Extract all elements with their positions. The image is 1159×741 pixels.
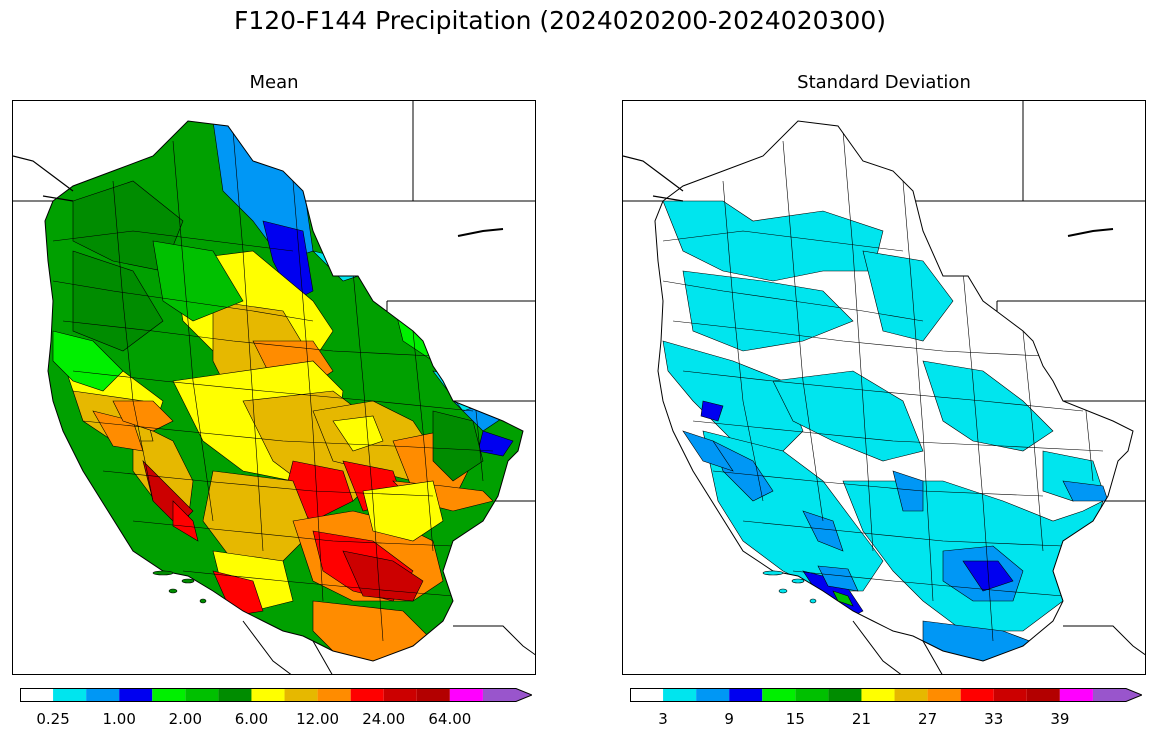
mean-colorbar-segment [185, 688, 219, 702]
mean-colorbar-tick-label: 6.00 [234, 710, 269, 728]
stddev-colorbar-segment [1092, 688, 1142, 702]
mean-colorbar-segment [119, 688, 153, 702]
mean-map-graphic [13, 101, 535, 674]
mean-panel: Mean [12, 72, 536, 675]
mean-colorbar-tick-label: 24.00 [362, 710, 406, 728]
stddev-colorbar-segment [993, 688, 1027, 702]
stddev-colorbar-segment [795, 688, 829, 702]
mean-colorbar-tick-label: 64.00 [428, 710, 472, 728]
mean-colorbar-segment [53, 688, 87, 702]
stddev-colorbar-tick-label: 3 [658, 710, 668, 728]
stddev-colorbar-tick-label: 33 [984, 710, 1004, 728]
stddev-colorbar-segment [927, 688, 961, 702]
mean-colorbar-tick-label: 2.00 [168, 710, 203, 728]
mean-colorbar-segment [218, 688, 252, 702]
stddev-colorbar-outline [630, 688, 1142, 702]
stddev-colorbar-segment [960, 688, 994, 702]
mean-colorbar-segment [86, 688, 120, 702]
figure-title: F120-F144 Precipitation (2024020200-2024… [233, 6, 886, 35]
mean-colorbar-segment [350, 688, 384, 702]
mean-colorbar-segment [482, 688, 532, 702]
stddev-colorbar-segment [828, 688, 862, 702]
mean-colorbar-segment [152, 688, 186, 702]
stddev-colorbar-segment [696, 688, 730, 702]
stddev-colorbar-segment [861, 688, 895, 702]
stddev-colorbar-tick-label: 39 [1050, 710, 1070, 728]
stddev-colorbar-segment [1059, 688, 1093, 702]
mean-colorbar-tick-label: 12.00 [296, 710, 340, 728]
mean-colorbar-segment [416, 688, 450, 702]
mean-panel-title: Mean [249, 72, 299, 93]
stddev-colorbar-segment [894, 688, 928, 702]
stddev-colorbar-segment [762, 688, 796, 702]
stddev-colorbar-ticks: 3 9 15 21 27 33 39 [630, 710, 1142, 730]
stddev-map-graphic [623, 101, 1145, 674]
stddev-colorbar-tick-label: 27 [918, 710, 938, 728]
mean-map [12, 100, 536, 675]
stddev-map [622, 100, 1146, 675]
stddev-colorbar-tick-label: 21 [851, 710, 871, 728]
stddev-colorbar-tick-label: 9 [724, 710, 734, 728]
mean-colorbar-tick-label: 0.25 [36, 710, 70, 728]
mean-colorbar-segment [251, 688, 285, 702]
mean-colorbar-tick-label: 1.00 [102, 710, 136, 728]
stddev-panel-title: Standard Deviation [797, 72, 971, 93]
stddev-colorbar-segment [630, 688, 664, 702]
mean-colorbar-segment [449, 688, 483, 702]
stddev-colorbar-segment [663, 688, 697, 702]
stddev-colorbar-tick-label: 15 [785, 710, 805, 728]
mean-colorbar-outline [20, 688, 532, 702]
mean-colorbar-segment [284, 688, 318, 702]
stddev-colorbar-segment [1026, 688, 1060, 702]
stddev-colorbar [630, 688, 1142, 702]
mean-colorbar [20, 688, 532, 702]
mean-colorbar-segment [20, 688, 54, 702]
stddev-panel: Standard Deviation [622, 72, 1146, 675]
mean-colorbar-ticks: 0.25 1.00 2.00 6.00 12.00 24.00 64.00 [20, 710, 532, 730]
mean-colorbar-segment [317, 688, 351, 702]
stddev-colorbar-segment [729, 688, 763, 702]
mean-colorbar-segment [383, 688, 417, 702]
